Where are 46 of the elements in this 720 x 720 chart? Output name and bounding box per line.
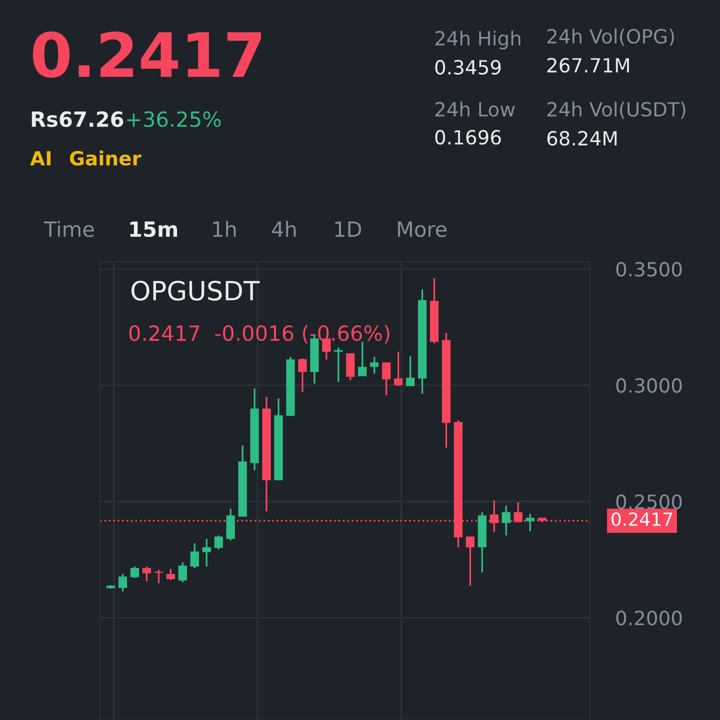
text: Gainer bbox=[70, 150, 142, 166]
ref-line-label: 0.2417 bbox=[612, 512, 672, 526]
candlestick bbox=[190, 542, 199, 569]
text: 24h High bbox=[435, 30, 520, 50]
text: 4h bbox=[272, 220, 296, 237]
text: 24h Vol(OPG) bbox=[547, 28, 674, 46]
y-tick-label: 0.3000 bbox=[616, 378, 682, 393]
text: 68.24M bbox=[547, 130, 617, 146]
text: 0.2417 bbox=[32, 32, 261, 78]
candlestick bbox=[226, 508, 235, 542]
text: AI bbox=[30, 151, 50, 166]
candlestick bbox=[166, 568, 175, 581]
candlestick bbox=[370, 356, 379, 374]
text: 15m bbox=[130, 222, 178, 238]
y-tick-label: 0.2000 bbox=[616, 610, 682, 626]
text: Time bbox=[44, 220, 94, 238]
candlestick bbox=[202, 538, 211, 568]
candlestick bbox=[394, 350, 403, 387]
text: 24h Vol(USDT) bbox=[547, 102, 686, 119]
candlestick bbox=[466, 536, 475, 586]
candlestick bbox=[178, 562, 187, 584]
text: 1h bbox=[213, 220, 236, 237]
candlestick bbox=[298, 358, 307, 393]
text: +36.25% bbox=[127, 111, 221, 128]
text: 0.3459 bbox=[435, 60, 501, 75]
candlestick bbox=[142, 566, 152, 582]
candlestick bbox=[502, 504, 510, 536]
text: 1D bbox=[335, 222, 362, 237]
text: 24h Low bbox=[435, 102, 515, 117]
text: 267.71M bbox=[547, 58, 629, 73]
candlestick bbox=[346, 352, 355, 381]
text: OPGUSDT bbox=[131, 280, 260, 301]
candlestick bbox=[526, 512, 534, 532]
candlestick bbox=[154, 568, 164, 584]
annotation: 0.2417 -0.0016 (-0.66%) bbox=[129, 324, 390, 344]
text: 0.1696 bbox=[435, 130, 501, 145]
candlestick bbox=[130, 566, 140, 579]
y-tick-label: 0.3500 bbox=[616, 262, 682, 277]
candlestick bbox=[214, 534, 223, 550]
candlestick bbox=[334, 346, 343, 383]
y-tick-label: 0.2500 bbox=[616, 494, 682, 510]
candlestick bbox=[118, 573, 128, 592]
candlestick bbox=[406, 355, 415, 387]
candlestick bbox=[382, 362, 391, 396]
text: More bbox=[398, 222, 447, 238]
text: Rs67.26 bbox=[32, 111, 124, 128]
